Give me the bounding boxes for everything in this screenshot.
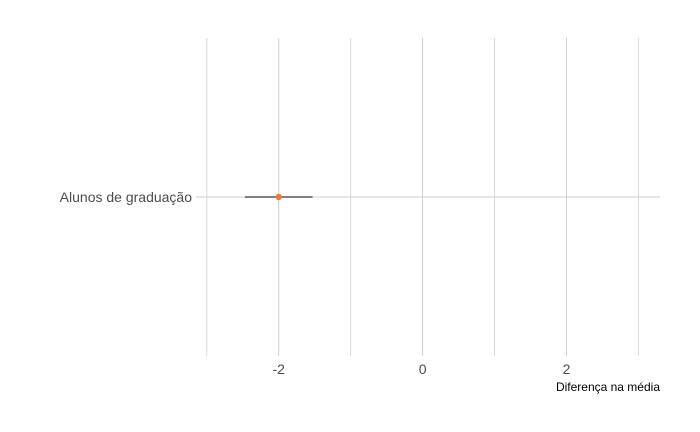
x-axis-title: Diferença na média xyxy=(556,380,660,394)
x-axis-ticks: -2 0 2 xyxy=(273,361,571,377)
category-axis: Alunos de graduação xyxy=(60,189,193,205)
x-tick-label: 2 xyxy=(563,361,571,377)
y-category-label: Alunos de graduação xyxy=(60,189,193,205)
estimate-point xyxy=(275,193,282,201)
x-tick-label: -2 xyxy=(273,361,286,377)
data-marks xyxy=(244,193,313,201)
x-tick-label: 0 xyxy=(419,361,427,377)
